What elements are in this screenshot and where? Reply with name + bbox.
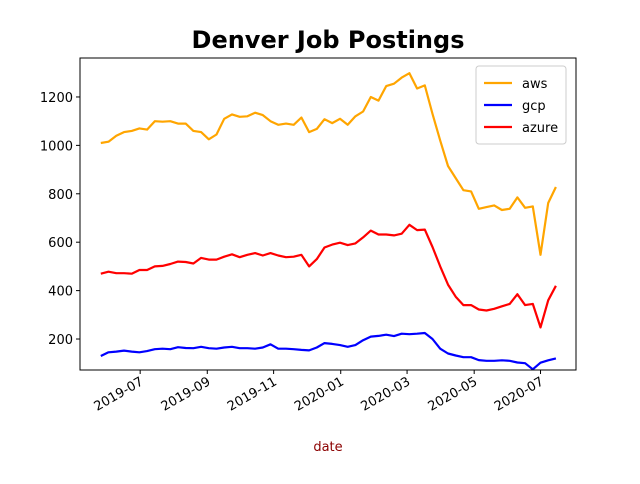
y-tick-label: 1000 — [40, 139, 73, 154]
series-line — [100, 72, 557, 256]
x-tick-label: 2020-05 — [426, 374, 481, 414]
legend-label: gcp — [522, 99, 546, 114]
x-tick-label: 2019-07 — [92, 374, 147, 414]
legend-box — [475, 65, 567, 145]
plot-frame — [79, 57, 577, 371]
series-line — [100, 331, 557, 371]
y-tick-label: 600 — [48, 236, 73, 251]
x-tick-label: 2020-01 — [292, 374, 347, 414]
x-tick-label: 2019-11 — [225, 374, 280, 414]
y-tick-label: 1200 — [40, 91, 73, 106]
series-line — [100, 223, 557, 329]
x-tick-label: 2020-03 — [359, 374, 414, 414]
y-tick-label: 200 — [48, 333, 73, 348]
legend-label: azure — [522, 121, 558, 136]
y-tick-label: 400 — [48, 285, 73, 300]
x-tick-label: 2020-07 — [492, 374, 547, 414]
y-tick-label: 800 — [48, 188, 73, 203]
x-axis-label: date — [313, 440, 342, 455]
legend-label: aws — [522, 77, 548, 92]
x-tick-label: 2019-09 — [159, 374, 214, 414]
chart-title: Denver Job Postings — [192, 26, 465, 54]
